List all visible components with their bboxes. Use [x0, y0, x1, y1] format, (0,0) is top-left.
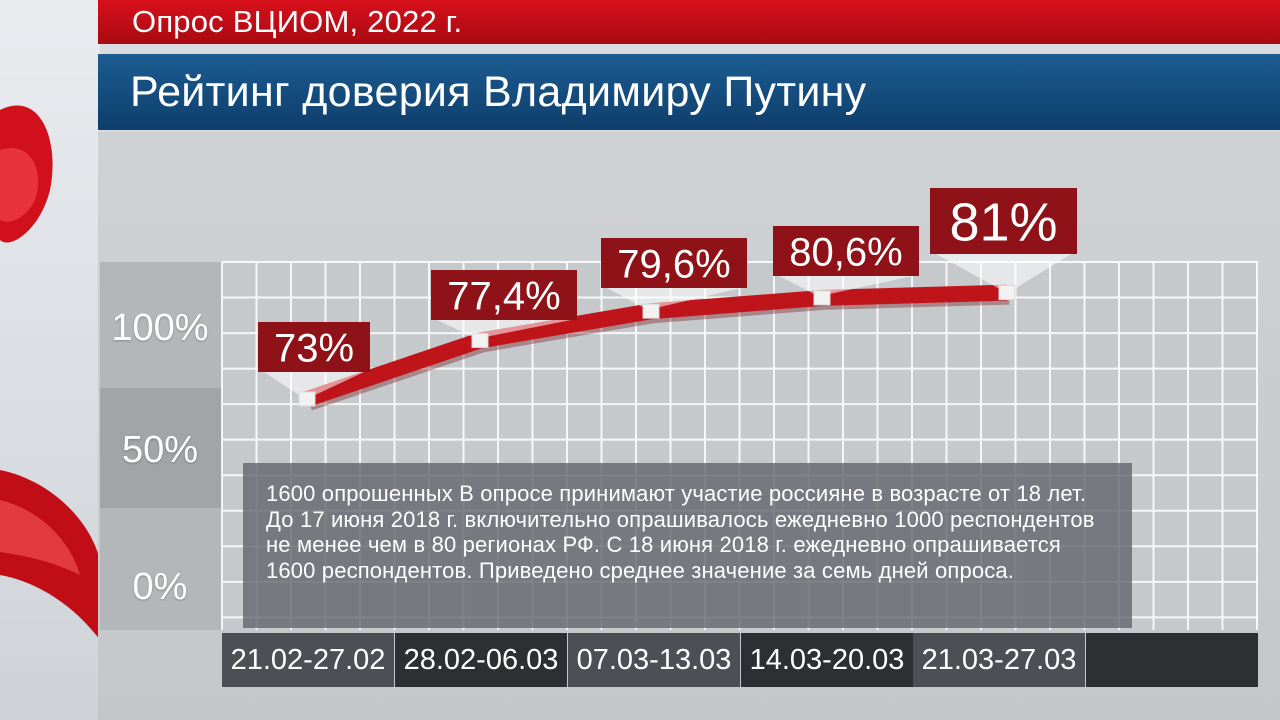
x-tick-label: 14.03-20.03 — [741, 633, 913, 687]
value-label: 80,6% — [789, 230, 902, 274]
page-title: Рейтинг доверия Владимиру Путину — [130, 68, 867, 116]
callout-pointer — [779, 276, 913, 294]
data-point-marker — [998, 285, 1016, 301]
title-banner: Рейтинг доверия Владимиру Путину — [98, 54, 1280, 130]
data-point-marker — [813, 290, 831, 306]
methodology-note-text: 1600 опрошенных В опросе принимают участ… — [266, 481, 1095, 583]
survey-label: Опрос ВЦИОМ, 2022 г. — [132, 4, 463, 39]
x-tick-label: 28.02-06.03 — [395, 633, 567, 687]
x-axis-filler-cell — [1086, 633, 1258, 687]
data-point-marker — [298, 391, 316, 407]
value-label-box — [773, 226, 919, 276]
x-tick-label: 21.02-27.02 — [222, 633, 394, 687]
callout-pointer — [437, 320, 571, 337]
decorative-side-graphic — [0, 0, 100, 720]
value-label-box — [431, 270, 577, 320]
value-label: 79,6% — [617, 242, 730, 286]
value-label: 77,4% — [447, 274, 560, 318]
value-label-box — [258, 322, 370, 372]
value-label-box — [930, 188, 1077, 254]
axis-band — [100, 262, 222, 388]
data-point-marker — [642, 303, 660, 319]
callout-pointer — [607, 288, 741, 308]
y-tick-label: 100% — [111, 307, 209, 349]
value-label: 73% — [274, 326, 354, 370]
x-tick-label: 07.03-13.03 — [568, 633, 740, 687]
y-tick-label: 0% — [132, 566, 188, 608]
axis-band — [100, 508, 222, 630]
survey-banner: Опрос ВЦИОМ, 2022 г. — [98, 0, 1280, 44]
methodology-note: 1600 опрошенных В опросе принимают участ… — [243, 463, 1132, 628]
callout-pointer — [264, 372, 364, 395]
axis-band — [100, 388, 222, 508]
x-tick-label: 21.03-27.03 — [913, 633, 1085, 687]
data-point-marker — [471, 332, 489, 348]
value-label-box — [601, 238, 747, 288]
value-label: 81% — [949, 192, 1057, 252]
y-tick-label: 50% — [121, 429, 199, 471]
callout-pointer — [936, 254, 1071, 289]
